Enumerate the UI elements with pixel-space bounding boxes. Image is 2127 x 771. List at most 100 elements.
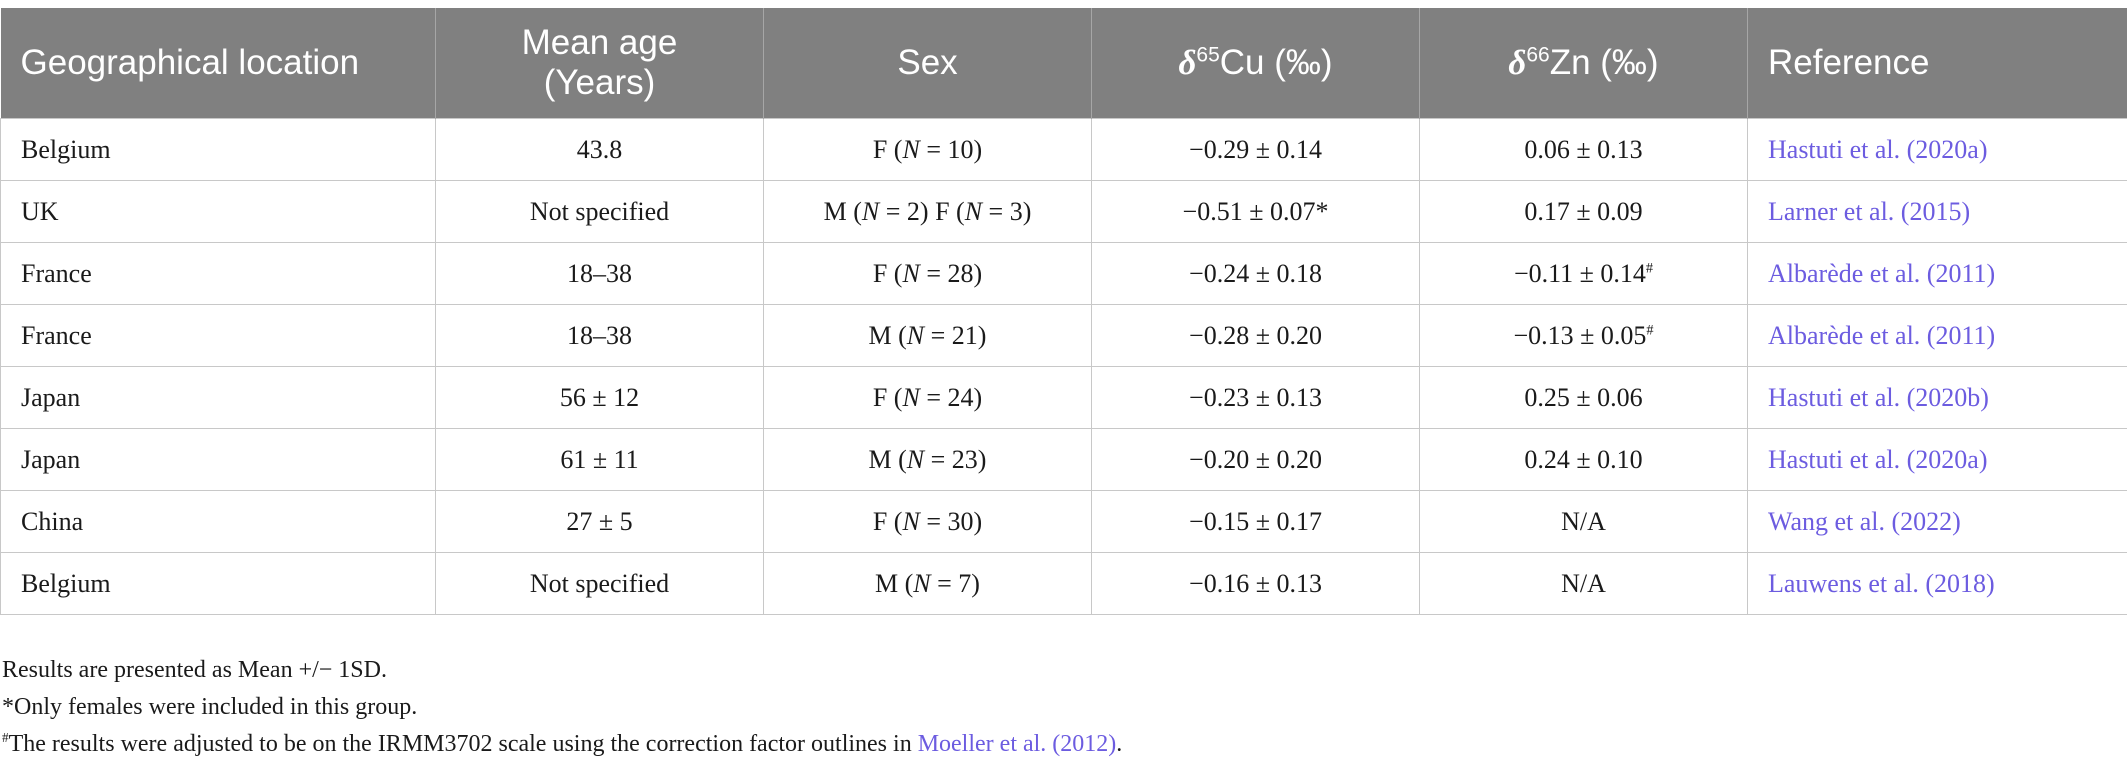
cell-reference-link[interactable]: Albarède et al. (2011)	[1747, 304, 2127, 367]
sex-prefix: F (	[872, 382, 903, 412]
cell-zn: 0.06 ± 0.13	[1419, 118, 1748, 181]
footnote-hash-mark: #	[2, 730, 9, 745]
footnote-adjustment-text: The results were adjusted to be on the I…	[8, 731, 918, 757]
sex-n: N	[906, 444, 925, 474]
sex-count: = 2)	[879, 196, 929, 226]
footnote-adjustment: #The results were adjusted to be on the …	[2, 726, 1122, 763]
sex-prefix: F (	[872, 134, 903, 164]
table-row: Belgium Not specified M (N = 7) −0.16 ± …	[0, 552, 2127, 615]
footnote-females: *Only females were included in this grou…	[2, 694, 418, 720]
cell-age: 27 ± 5	[435, 490, 764, 553]
cell-age: 18–38	[435, 304, 764, 367]
cell-reference-link[interactable]: Hastuti et al. (2020a)	[1747, 118, 2127, 181]
cu-value: −0.28 ± 0.20	[1189, 320, 1322, 350]
sex-count: = 7)	[930, 568, 980, 598]
cu-value: −0.20 ± 0.20	[1189, 444, 1322, 474]
cell-reference-link[interactable]: Lauwens et al. (2018)	[1747, 552, 2127, 615]
sex-prefix: M (	[875, 568, 914, 598]
cell-reference-link[interactable]: Hastuti et al. (2020a)	[1747, 428, 2127, 491]
cu-footnote-mark: *	[1315, 196, 1329, 226]
header-zn-rest: Zn (‰)	[1549, 43, 1659, 82]
cell-zn: 0.25 ± 0.06	[1419, 366, 1748, 429]
cell-sex: M (N = 2) F (N = 3)	[763, 180, 1092, 243]
header-age-line1: Mean age	[521, 23, 678, 62]
cell-age: 43.8	[435, 118, 764, 181]
sex-count: = 24)	[919, 382, 983, 412]
cell-reference-link[interactable]: Wang et al. (2022)	[1747, 490, 2127, 553]
data-table: Geographical location Mean age (Years) Se…	[0, 8, 2127, 615]
sex-n: N	[913, 568, 931, 598]
cell-cu: −0.28 ± 0.20	[1091, 304, 1420, 367]
zn-value: 0.25 ± 0.06	[1524, 382, 1643, 412]
cell-location: Japan	[0, 428, 436, 491]
cell-zn: 0.17 ± 0.09	[1419, 180, 1748, 243]
cell-reference-link[interactable]: Albarède et al. (2011)	[1747, 242, 2127, 305]
cell-age: 56 ± 12	[435, 366, 764, 429]
table-footnotes: Results are presented as Mean +/− 1SD. *…	[2, 652, 1122, 763]
table-row: China 27 ± 5 F (N = 30) −0.15 ± 0.17 N/A…	[0, 490, 2127, 553]
cu-value: −0.24 ± 0.18	[1189, 258, 1322, 288]
sex-n: N	[902, 382, 920, 412]
cell-reference-link[interactable]: Larner et al. (2015)	[1747, 180, 2127, 243]
cell-cu: −0.16 ± 0.13	[1091, 552, 1420, 615]
zn-value: −0.11 ± 0.14	[1513, 258, 1646, 288]
cu-value: −0.51 ± 0.07	[1182, 196, 1316, 226]
sex-count: = 23)	[924, 444, 987, 474]
cell-reference-link[interactable]: Hastuti et al. (2020b)	[1747, 366, 2127, 429]
table-row: France 18–38 M (N = 21) −0.28 ± 0.20 −0.…	[0, 304, 2127, 367]
header-zn-sup: 66	[1526, 43, 1550, 67]
sex2-prefix: F (	[928, 196, 965, 226]
header-mean-age: Mean age (Years)	[435, 8, 764, 119]
sex-n: N	[906, 320, 925, 350]
sex2-count: = 3)	[982, 196, 1032, 226]
cu-value: −0.15 ± 0.17	[1189, 506, 1322, 536]
table-body: Belgium 43.8 F (N = 10) −0.29 ± 0.14 0.0…	[0, 118, 2127, 615]
cell-cu: −0.23 ± 0.13	[1091, 366, 1420, 429]
sex-n: N	[902, 506, 920, 536]
cell-cu: −0.24 ± 0.18	[1091, 242, 1420, 305]
zn-value: −0.13 ± 0.05	[1513, 320, 1647, 350]
sex-prefix: F (	[872, 258, 903, 288]
header-zn-delta: δ	[1508, 43, 1527, 82]
sex2-n: N	[964, 196, 983, 226]
cu-value: −0.16 ± 0.13	[1189, 568, 1322, 598]
cell-cu: −0.15 ± 0.17	[1091, 490, 1420, 553]
sex-count: = 28)	[919, 258, 983, 288]
header-cu-sup: 65	[1196, 43, 1220, 67]
header-sex: Sex	[763, 8, 1092, 119]
cell-zn: N/A	[1419, 490, 1748, 553]
cell-location: China	[0, 490, 436, 553]
table-header: Geographical location Mean age (Years) Se…	[0, 8, 2127, 119]
table-row: UK Not specified M (N = 2) F (N = 3) −0.…	[0, 180, 2127, 243]
zn-value: 0.24 ± 0.10	[1524, 444, 1643, 474]
moeller-reference-link[interactable]: Moeller et al. (2012)	[917, 731, 1117, 757]
sex-prefix: M (	[868, 320, 907, 350]
sex-prefix: M (	[823, 196, 862, 226]
cell-location: France	[0, 242, 436, 305]
sex-n: N	[861, 196, 880, 226]
sex-count: = 30)	[919, 506, 983, 536]
cu-value: −0.29 ± 0.14	[1189, 134, 1322, 164]
cell-location: France	[0, 304, 436, 367]
cell-cu: −0.51 ± 0.07*	[1091, 180, 1420, 243]
sex-n: N	[902, 258, 920, 288]
table-row: Belgium 43.8 F (N = 10) −0.29 ± 0.14 0.0…	[0, 118, 2127, 181]
cell-age: 61 ± 11	[435, 428, 764, 491]
cell-zn: 0.24 ± 0.10	[1419, 428, 1748, 491]
cell-sex: M (N = 21)	[763, 304, 1092, 367]
cell-sex: M (N = 23)	[763, 428, 1092, 491]
sex-count: = 10)	[919, 134, 983, 164]
zn-value: 0.06 ± 0.13	[1524, 134, 1643, 164]
sex-prefix: F (	[872, 506, 903, 536]
footnote-end: .	[1116, 731, 1123, 757]
cell-cu: −0.29 ± 0.14	[1091, 118, 1420, 181]
cell-sex: F (N = 28)	[763, 242, 1092, 305]
header-age-line2: (Years)	[543, 63, 656, 102]
header-cu-delta: δ	[1178, 43, 1197, 82]
header-reference: Reference	[1747, 8, 2127, 119]
footnote-sd: Results are presented as Mean +/− 1SD.	[2, 657, 387, 683]
header-location: Geographical location	[0, 8, 436, 119]
header-delta-zn: δ66Zn (‰)	[1419, 8, 1748, 119]
cell-zn: N/A	[1419, 552, 1748, 615]
sex-n: N	[902, 134, 920, 164]
